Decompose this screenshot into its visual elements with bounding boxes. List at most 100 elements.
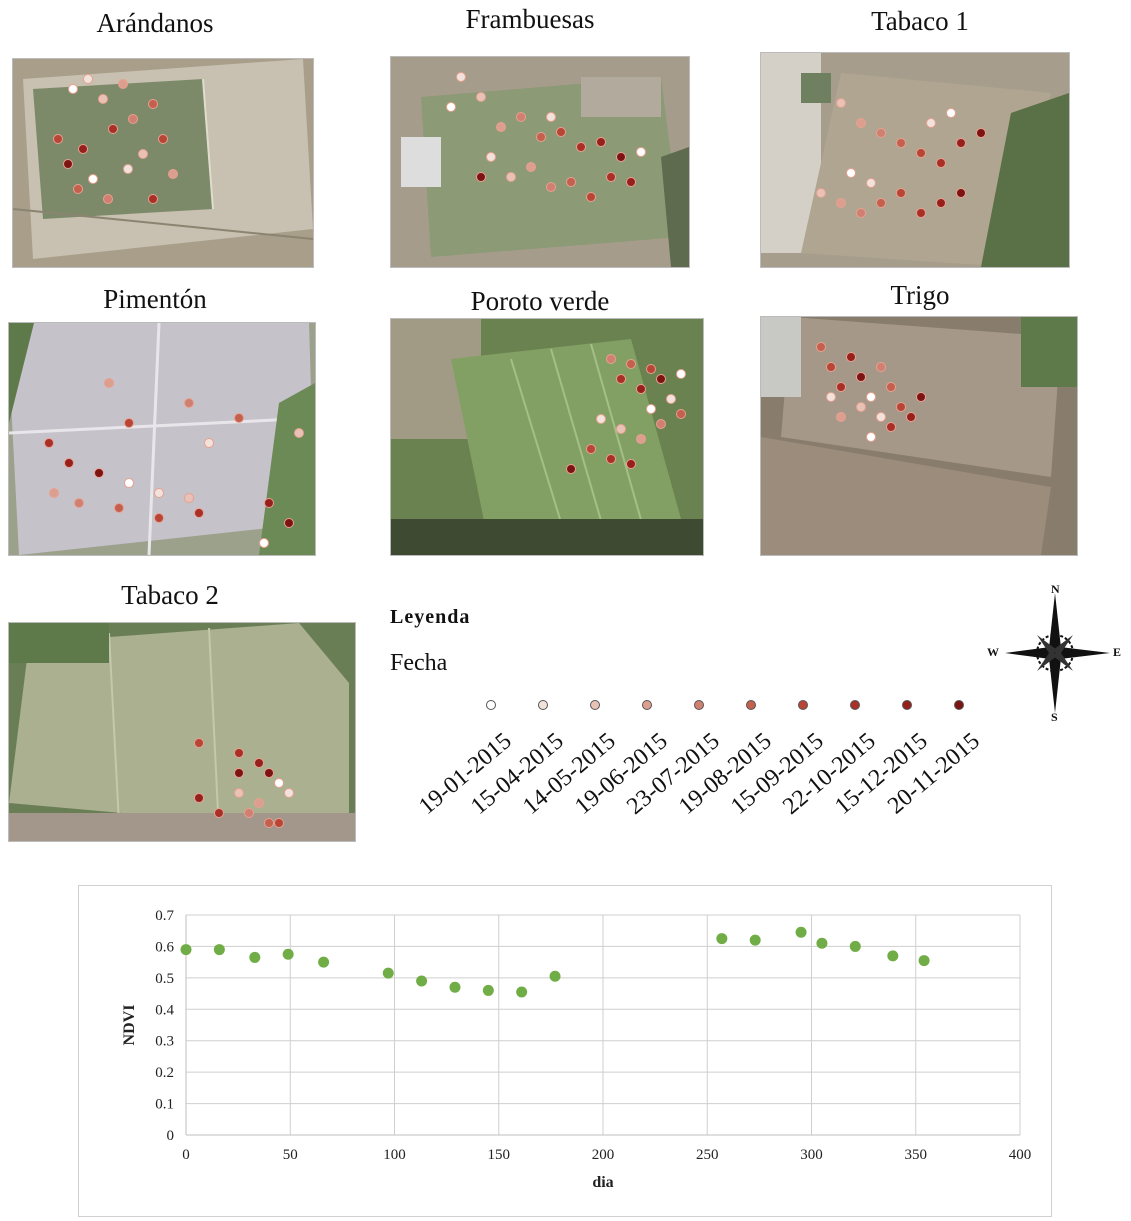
sample-point: [636, 384, 646, 394]
sample-point: [956, 138, 966, 148]
sample-point: [74, 498, 84, 508]
legend-swatch: [590, 700, 600, 710]
sample-point: [666, 394, 676, 404]
sample-point: [234, 748, 244, 758]
map-image-frambuesas: [390, 56, 690, 268]
sample-point: [906, 412, 916, 422]
map-image-arandanos: [12, 58, 314, 268]
legend-swatch: [798, 700, 808, 710]
compass-icon: [1005, 593, 1110, 713]
sample-point: [886, 422, 896, 432]
x-tick-label: 0: [182, 1147, 190, 1163]
sample-point: [566, 177, 576, 187]
sample-point: [476, 92, 486, 102]
sample-point: [856, 372, 866, 382]
y-tick-label: 0.1: [155, 1097, 174, 1113]
legend-swatch: [850, 700, 860, 710]
x-tick-label: 300: [800, 1147, 823, 1163]
sample-point: [646, 364, 656, 374]
sample-point: [866, 432, 876, 442]
sample-point: [128, 114, 138, 124]
data-point: [887, 950, 899, 962]
sample-point: [234, 768, 244, 778]
data-point: [795, 926, 807, 938]
sample-point: [846, 168, 856, 178]
legend-title: Leyenda: [390, 606, 471, 628]
legend-swatch: [486, 700, 496, 710]
sample-point: [526, 162, 536, 172]
sample-point: [184, 493, 194, 503]
ndvi-chart-frame: 0 0.1 0.2 0.3 0.4 0.5 0.6 0.7 0 50 100 150 200 250 300…: [78, 885, 1052, 1217]
sample-point: [64, 458, 74, 468]
sample-point: [606, 172, 616, 182]
sample-point: [626, 359, 636, 369]
x-tick-label: 400: [1009, 1147, 1032, 1163]
x-tick-label: 100: [383, 1147, 406, 1163]
sample-point: [836, 98, 846, 108]
legend-swatch: [902, 700, 912, 710]
compass-west-label: W: [987, 645, 999, 659]
legend-swatch: [746, 700, 756, 710]
x-tick-label: 150: [488, 1147, 511, 1163]
chart-svg: 0 0.1 0.2 0.3 0.4 0.5 0.6 0.7 0 50 100 150 200 250 300…: [121, 908, 1032, 1191]
sample-point: [184, 398, 194, 408]
map-title-frambuesas: Frambuesas: [465, 4, 595, 34]
sample-point: [244, 808, 254, 818]
sample-point: [566, 464, 576, 474]
legend-swatch: [642, 700, 652, 710]
map-image-trigo: [760, 316, 1078, 556]
map-title-tabaco-2: Tabaco 2: [121, 580, 219, 610]
sample-point: [546, 112, 556, 122]
sample-point: [53, 134, 63, 144]
sample-point: [856, 208, 866, 218]
sample-point: [816, 188, 826, 198]
sample-point: [586, 192, 596, 202]
data-point: [716, 933, 728, 945]
sample-point: [626, 459, 636, 469]
sample-point: [616, 424, 626, 434]
sample-point: [916, 392, 926, 402]
sample-point: [916, 208, 926, 218]
data-point: [482, 984, 494, 996]
sample-point: [876, 128, 886, 138]
sample-point: [44, 438, 54, 448]
sample-point: [486, 152, 496, 162]
sample-point: [234, 413, 244, 423]
sample-point: [259, 538, 269, 548]
data-point: [449, 981, 461, 993]
sample-point: [956, 188, 966, 198]
sample-point: [636, 434, 646, 444]
data-point: [549, 970, 561, 982]
sample-point: [896, 138, 906, 148]
data-point: [516, 986, 528, 998]
ndvi-chart: 0 0.1 0.2 0.3 0.4 0.5 0.6 0.7 0 50 100 150 200 250 300…: [79, 886, 1051, 1221]
sample-point: [274, 778, 284, 788]
sample-point: [866, 392, 876, 402]
sample-point: [94, 468, 104, 478]
map-title-pimenton: Pimentón: [103, 284, 207, 314]
sample-point: [856, 402, 866, 412]
sample-point: [123, 164, 133, 174]
legend-swatch: [954, 700, 964, 710]
sample-point: [636, 147, 646, 157]
sample-point: [836, 198, 846, 208]
sample-point: [576, 142, 586, 152]
sample-point: [63, 159, 73, 169]
sample-point: [676, 369, 686, 379]
sample-point: [194, 793, 204, 803]
sample-point: [856, 118, 866, 128]
sample-point: [536, 132, 546, 142]
map-title-tabaco-1: Tabaco 1: [871, 6, 969, 36]
sample-point: [124, 478, 134, 488]
map-title-poroto-verde: Poroto verde: [470, 286, 610, 316]
sample-point: [596, 414, 606, 424]
sample-point: [556, 127, 566, 137]
sample-point: [148, 99, 158, 109]
sample-point: [138, 149, 148, 159]
sample-point: [926, 118, 936, 128]
y-tick-label: 0: [167, 1128, 175, 1144]
sample-point: [168, 169, 178, 179]
sample-point: [214, 808, 224, 818]
sample-point: [98, 94, 108, 104]
sample-point: [446, 102, 456, 112]
